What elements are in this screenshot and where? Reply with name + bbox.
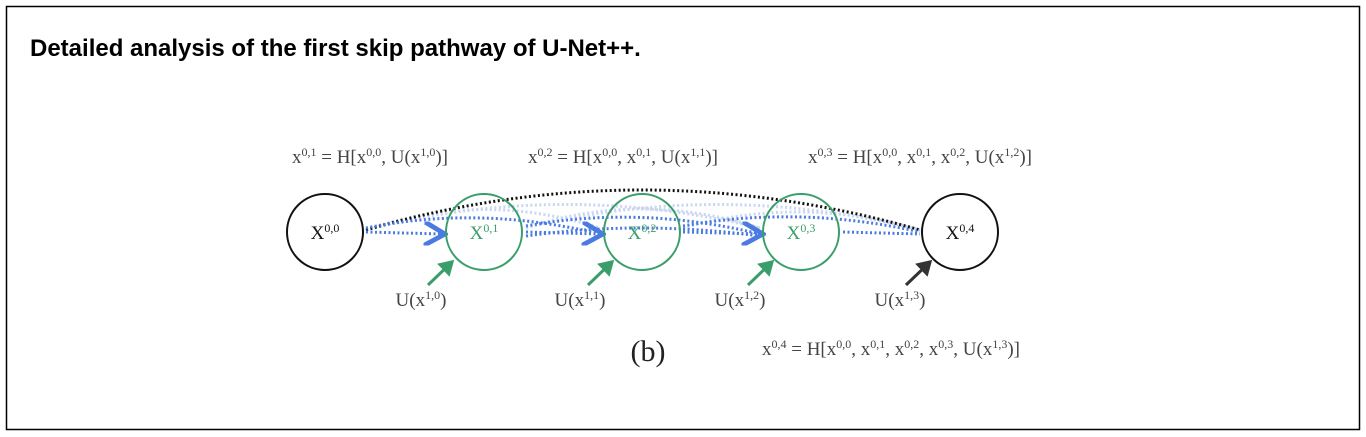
text-run: )]	[1007, 339, 1020, 360]
text-run: , U(x	[953, 339, 993, 360]
text-run: X	[946, 223, 960, 244]
text-run: , x	[617, 147, 637, 168]
edges	[365, 188, 921, 236]
superscript: 0,3	[800, 221, 815, 235]
caption: (b)	[631, 335, 666, 368]
superscript: 1,0	[425, 288, 440, 302]
superscript: 1,2	[1004, 145, 1019, 159]
text-run: , U(x	[965, 147, 1005, 168]
text-run: )]	[1019, 147, 1032, 168]
text-run: )	[919, 290, 925, 311]
text-run: )	[759, 290, 765, 311]
superscript: 0,4	[959, 221, 974, 235]
nodes	[286, 193, 999, 271]
superscript: 0,0	[882, 145, 897, 159]
text-run: , x	[897, 147, 917, 168]
text-run: x	[762, 339, 772, 360]
input-label: U(x1,1)	[555, 288, 606, 311]
superscript: 0,2	[538, 145, 553, 159]
node-label: X0,2	[628, 221, 657, 244]
superscript: 0,0	[602, 145, 617, 159]
frame	[5, 5, 1361, 431]
text-run: )]	[705, 147, 718, 168]
superscript: 0,3	[938, 337, 953, 351]
superscript: 0,2	[950, 145, 965, 159]
superscript: 0,0	[324, 221, 339, 235]
superscript: 0,0	[366, 145, 381, 159]
superscript: 0,1	[302, 145, 317, 159]
up-arrows	[426, 259, 933, 287]
input-label: U(x1,2)	[715, 288, 766, 311]
superscript: 0,2	[904, 337, 919, 351]
text-run: X	[311, 223, 325, 244]
text-run: , x	[851, 339, 871, 360]
text-run: = H[x	[317, 147, 367, 168]
text-run: = H[x	[833, 147, 883, 168]
text-run: x	[528, 147, 538, 168]
equation: x0,4 = H[x0,0, x0,1, x0,2, x0,3, U(x1,3)…	[762, 337, 1020, 360]
superscript: 0,1	[483, 221, 498, 235]
input-label: U(x1,0)	[396, 288, 447, 311]
text-run: x	[292, 147, 302, 168]
node-label: X0,3	[787, 221, 816, 244]
text-run: , x	[931, 147, 951, 168]
node-label: X0,4	[946, 221, 975, 244]
equation: x0,3 = H[x0,0, x0,1, x0,2, U(x1,2)]	[808, 145, 1032, 168]
text-run: , x	[885, 339, 905, 360]
superscript: 1,3	[904, 288, 919, 302]
superscript: 1,0	[420, 145, 435, 159]
superscript: 0,1	[870, 337, 885, 351]
text-run: = H[x	[787, 339, 837, 360]
text-run: U(x	[875, 290, 905, 311]
text-run: U(x	[555, 290, 585, 311]
text-run: )	[599, 290, 605, 311]
superscript: 0,4	[772, 337, 787, 351]
equation: x0,1 = H[x0,0, U(x1,0)]	[292, 145, 448, 168]
node-label: X0,0	[311, 221, 340, 244]
text-run: , x	[919, 339, 939, 360]
text-run: , U(x	[381, 147, 421, 168]
text-run: )]	[435, 147, 448, 168]
text-run: U(x	[396, 290, 426, 311]
superscript: 0,1	[636, 145, 651, 159]
text-run: U(x	[715, 290, 745, 311]
input-label: U(x1,3)	[875, 288, 926, 311]
text-run: X	[787, 223, 801, 244]
superscript: 0,1	[916, 145, 931, 159]
text-run: = H[x	[553, 147, 603, 168]
superscript: 0,2	[641, 221, 656, 235]
text-run: )	[440, 290, 446, 311]
text-run: X	[628, 223, 642, 244]
text-run: , U(x	[651, 147, 691, 168]
equation: x0,2 = H[x0,0, x0,1, U(x1,1)]	[528, 145, 718, 168]
superscript: 1,2	[744, 288, 759, 302]
superscript: 1,1	[584, 288, 599, 302]
superscript: 1,3	[992, 337, 1007, 351]
superscript: 1,1	[690, 145, 705, 159]
text-run: x	[808, 147, 818, 168]
superscript: 0,0	[836, 337, 851, 351]
title: Detailed analysis of the first skip path…	[30, 35, 641, 62]
node-label: X0,1	[470, 221, 499, 244]
text-run: X	[470, 223, 484, 244]
superscript: 0,3	[818, 145, 833, 159]
